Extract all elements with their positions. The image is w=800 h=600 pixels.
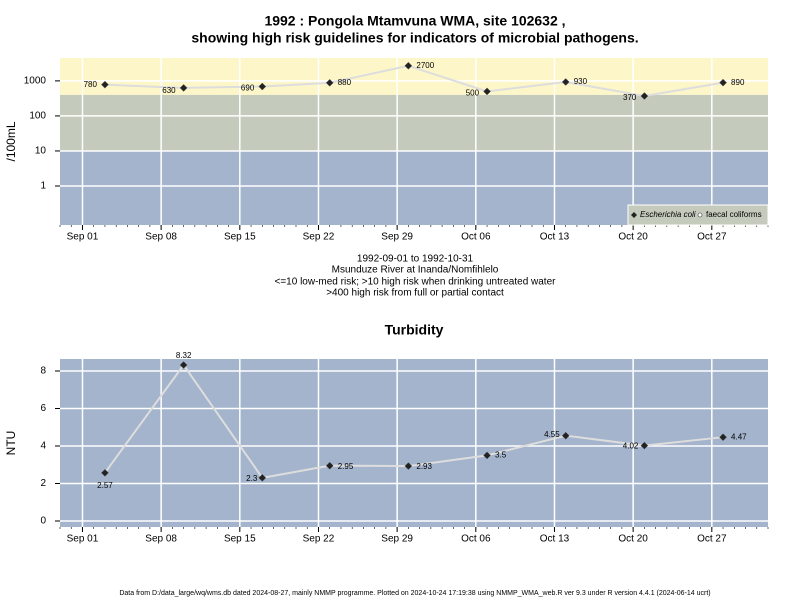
data-point bbox=[325, 461, 334, 470]
data-label: 3.5 bbox=[495, 450, 507, 459]
data-label: 8.32 bbox=[176, 351, 192, 360]
x-tick-label: Sep 08 bbox=[145, 534, 177, 545]
data-label: 890 bbox=[731, 78, 745, 87]
x-tick-label: Sep 15 bbox=[224, 232, 256, 243]
data-point bbox=[640, 92, 649, 100]
data-label: 4.55 bbox=[544, 430, 560, 439]
x-tick-label: Sep 01 bbox=[67, 232, 99, 243]
data-point bbox=[179, 361, 188, 369]
data-label: 930 bbox=[574, 77, 588, 86]
y-tick-label: 4 bbox=[40, 441, 46, 452]
data-point bbox=[640, 441, 649, 450]
risk-band bbox=[60, 58, 768, 95]
data-point bbox=[561, 78, 570, 86]
y-tick-label: 100 bbox=[29, 111, 46, 122]
data-label: 370 bbox=[623, 93, 637, 102]
data-point bbox=[561, 431, 570, 440]
note: Msunduze River at Inanda/Nomfihlelo bbox=[332, 265, 499, 276]
y-tick-label: 8 bbox=[40, 366, 46, 377]
x-tick-label: Oct 13 bbox=[540, 232, 570, 243]
x-tick-label: Sep 29 bbox=[381, 232, 413, 243]
chart-subtitle: showing high risk guidelines for indicat… bbox=[191, 30, 638, 46]
data-label: 780 bbox=[84, 80, 98, 89]
data-label: 4.02 bbox=[623, 442, 639, 451]
x-tick-label: Oct 06 bbox=[461, 232, 491, 243]
legend-label: Escherichia coli bbox=[640, 210, 696, 219]
y-tick-label: 2 bbox=[40, 478, 46, 489]
legend-label: faecal coliforms bbox=[706, 210, 762, 219]
x-tick-label: Oct 06 bbox=[461, 534, 491, 545]
y-tick-label: 0 bbox=[40, 516, 46, 527]
note: >400 high risk from full or partial cont… bbox=[326, 288, 504, 299]
x-tick-label: Sep 08 bbox=[145, 232, 177, 243]
legend-marker bbox=[697, 212, 703, 218]
data-point bbox=[258, 82, 267, 91]
data-point bbox=[404, 61, 413, 70]
data-point bbox=[719, 433, 727, 442]
data-point bbox=[483, 451, 491, 460]
x-tick-label: Oct 13 bbox=[540, 534, 570, 545]
footer: Data from D:/data_large/wq/wms.db dated … bbox=[119, 590, 710, 597]
y-tick-label: 1 bbox=[40, 181, 46, 192]
y-axis-title: /100mL bbox=[4, 121, 18, 161]
data-point bbox=[483, 87, 491, 96]
data-label: 2.95 bbox=[338, 462, 354, 471]
x-tick-label: Oct 20 bbox=[618, 534, 648, 545]
chart-title: 1992 : Pongola Mtamvuna WMA, site 102632… bbox=[264, 13, 565, 29]
data-point bbox=[325, 78, 334, 87]
y-tick-label: 6 bbox=[40, 403, 46, 414]
data-point bbox=[258, 474, 267, 482]
data-point bbox=[101, 80, 109, 89]
data-point bbox=[101, 468, 109, 477]
y-axis-title: NTU bbox=[4, 431, 18, 456]
data-label: 880 bbox=[338, 78, 352, 87]
data-label: 4.47 bbox=[731, 432, 747, 441]
data-label: 2.3 bbox=[246, 474, 258, 483]
x-tick-label: Sep 29 bbox=[381, 534, 413, 545]
data-label: 690 bbox=[241, 84, 255, 93]
data-label: 630 bbox=[162, 86, 176, 95]
data-point bbox=[179, 84, 188, 92]
x-tick-label: Sep 15 bbox=[224, 534, 256, 545]
note: 1992-09-01 to 1992-10-31 bbox=[357, 254, 474, 265]
y-tick-label: 1000 bbox=[24, 76, 47, 87]
note: <=10 low-med risk; >10 high risk when dr… bbox=[275, 277, 557, 288]
x-tick-label: Oct 27 bbox=[697, 232, 727, 243]
risk-band bbox=[60, 94, 768, 151]
legend-marker bbox=[631, 212, 637, 218]
y-tick-label: 10 bbox=[35, 146, 47, 157]
data-label: 500 bbox=[466, 89, 480, 98]
x-tick-label: Sep 22 bbox=[303, 232, 335, 243]
data-label: 2.93 bbox=[416, 462, 432, 471]
data-label: 2700 bbox=[416, 61, 434, 70]
x-tick-label: Oct 27 bbox=[697, 534, 727, 545]
data-label: 2.57 bbox=[97, 481, 113, 490]
chart-title: Turbidity bbox=[385, 322, 444, 338]
data-point bbox=[404, 462, 413, 470]
plot-background bbox=[60, 359, 768, 527]
x-tick-label: Sep 22 bbox=[303, 534, 335, 545]
x-tick-label: Sep 01 bbox=[67, 534, 99, 545]
data-point bbox=[719, 78, 727, 87]
x-tick-label: Oct 20 bbox=[618, 232, 648, 243]
